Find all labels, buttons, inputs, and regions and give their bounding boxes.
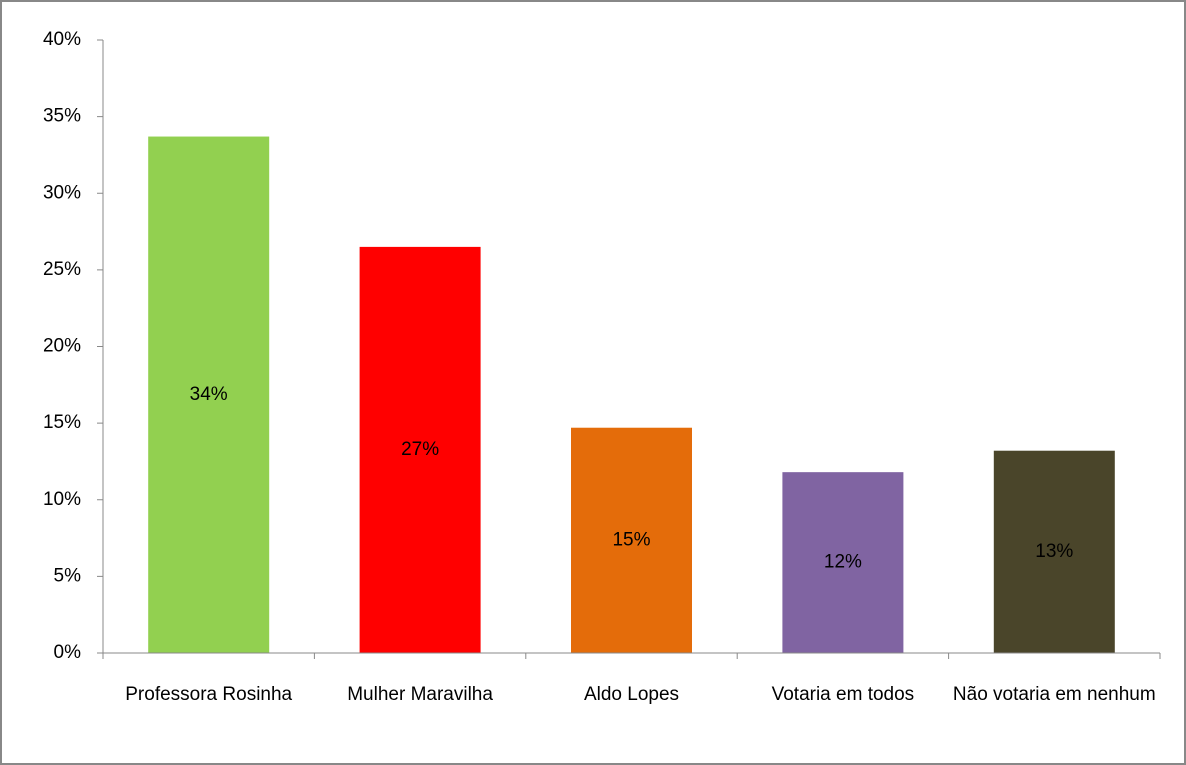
y-tick-label: 10% [43,489,81,510]
y-tick-label: 5% [54,565,82,586]
bar [359,246,481,653]
x-tick-label: Mulher Maravilha [347,684,493,705]
data-label: 12% [824,552,862,573]
x-tick-label: Não votaria em nenhum [953,684,1156,705]
y-tick-label: 40% [43,29,81,50]
bar [571,427,692,653]
data-label: 15% [612,529,650,550]
y-tick-label: 20% [43,336,81,357]
x-tick-label: Professora Rosinha [125,684,292,705]
bar [782,472,904,653]
bar [993,450,1115,653]
x-tick-label: Aldo Lopes [584,684,679,705]
bar [148,136,270,654]
data-label: 27% [401,439,439,460]
y-tick-label: 15% [43,412,81,433]
data-label: 13% [1035,541,1073,562]
y-tick-label: 30% [43,182,81,203]
data-label: 34% [190,384,228,405]
x-tick-label: Votaria em todos [772,684,915,705]
y-tick-label: 0% [54,642,82,663]
y-tick-label: 35% [43,106,81,127]
y-tick-label: 25% [43,259,81,280]
